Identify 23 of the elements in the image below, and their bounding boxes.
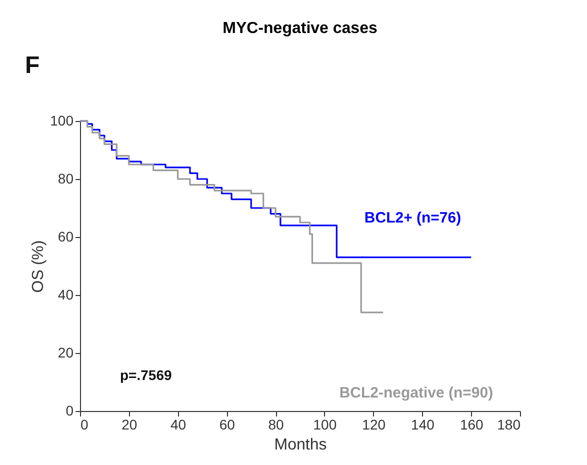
x-tick-label: 180: [497, 416, 521, 432]
x-tick-label: 140: [411, 416, 435, 432]
y-tick-label: 100: [50, 112, 74, 128]
y-axis-title: OS (%): [30, 240, 48, 293]
text: F: [25, 52, 40, 79]
x-tick-label: 60: [219, 416, 236, 432]
y-tick-label: 40: [58, 286, 74, 302]
x-tick-label: 20: [122, 416, 138, 432]
x-tick-label: 0: [80, 416, 88, 432]
series-label: BCL2+ (n=76): [364, 209, 462, 226]
x-axis-title: Months: [274, 436, 327, 454]
x-tick-label: 40: [170, 416, 186, 432]
x-tick-label: 160: [460, 416, 484, 432]
x-tick-label: 80: [268, 416, 284, 432]
y-tick-label: 0: [66, 402, 74, 418]
annotation: p=.7569: [120, 367, 172, 383]
text: BCL2-negative (n=90): [339, 384, 494, 402]
y-tick-label: 80: [58, 170, 74, 186]
y-tick-label: 60: [58, 228, 74, 244]
x-tick-label: 100: [313, 416, 337, 432]
x-tick-label: 120: [362, 416, 386, 432]
chart-title: MYC-negative cases: [222, 20, 378, 37]
y-tick-label: 20: [58, 344, 74, 360]
